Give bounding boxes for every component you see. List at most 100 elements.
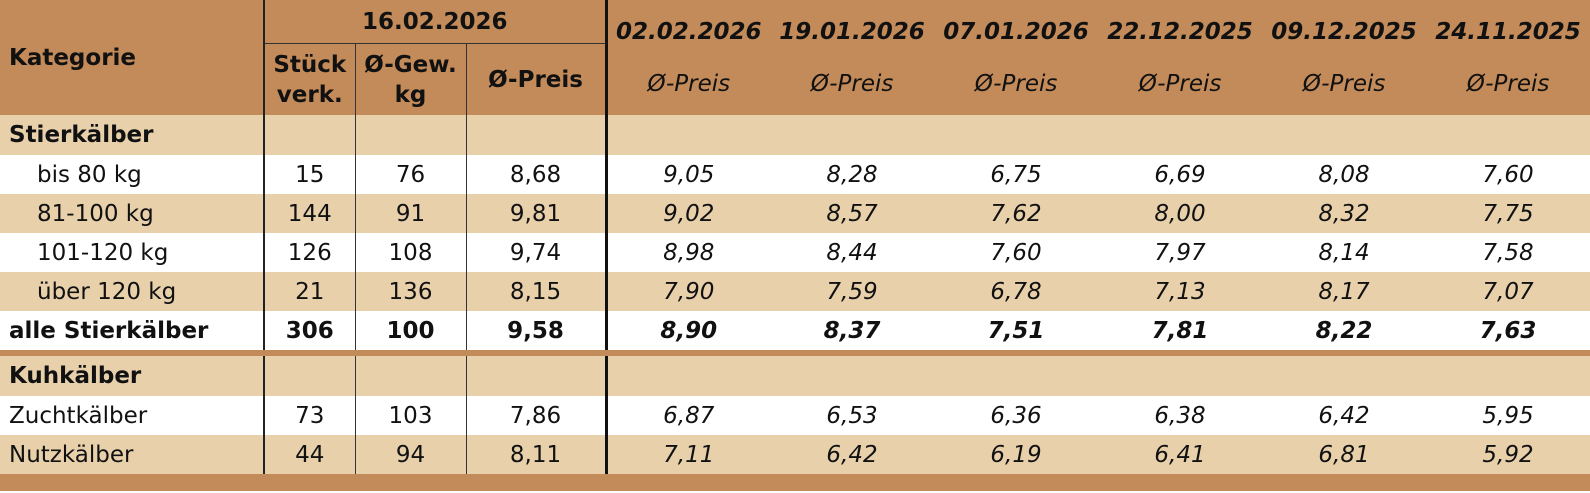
current-date: 16.02.2026 bbox=[264, 0, 608, 44]
empty-cell bbox=[1426, 353, 1590, 396]
empty-cell bbox=[606, 115, 771, 155]
cell-value: 8,08 bbox=[1262, 155, 1427, 194]
section-row: Stierkälber bbox=[0, 115, 1590, 155]
empty-cell bbox=[1098, 353, 1263, 396]
cell-value: 94 bbox=[355, 435, 467, 474]
cell-value: 9,58 bbox=[466, 311, 608, 356]
category-header: Kategorie bbox=[0, 0, 265, 115]
cell-value: 9,81 bbox=[466, 194, 608, 233]
cell-value: 7,62 bbox=[934, 194, 1099, 233]
cell-value: 6,87 bbox=[606, 396, 771, 435]
cell-value: 7,60 bbox=[934, 233, 1099, 272]
empty-cell bbox=[466, 353, 608, 396]
header-row: Stück verk. Ø-Gew. kg Ø-Preis bbox=[0, 43, 1590, 115]
cell-value: 6,38 bbox=[1098, 396, 1263, 435]
row-label: alle Stierkälber bbox=[0, 311, 265, 356]
past-label: Ø-Preis bbox=[810, 70, 894, 97]
cell-value: 7,59 bbox=[770, 272, 935, 311]
empty-cell bbox=[355, 115, 467, 155]
current-column-header: Ø-Preis bbox=[466, 43, 608, 115]
past-column-header: 09.12.2025 Ø-Preis bbox=[1262, 0, 1427, 115]
cell-value: 126 bbox=[264, 233, 356, 272]
empty-cell bbox=[934, 115, 1099, 155]
cell-value: 306 bbox=[264, 311, 356, 356]
data-row: alle Stierkälber 306 100 9,58 8,90 8,37 7,51 7,… bbox=[0, 311, 1590, 356]
cell-value: 6,42 bbox=[1262, 396, 1427, 435]
cell-value: 7,97 bbox=[1098, 233, 1263, 272]
past-label: Ø-Preis bbox=[974, 70, 1058, 97]
cell-value: 8,68 bbox=[466, 155, 608, 194]
empty-cell bbox=[1098, 115, 1263, 155]
empty-cell bbox=[606, 353, 771, 396]
data-row: bis 80 kg 15 76 8,68 9,05 8,28 6,75 6,69 8,08 7,6… bbox=[0, 155, 1590, 194]
footer-cell bbox=[0, 474, 1590, 491]
empty-cell bbox=[1262, 115, 1427, 155]
cell-value: 9,02 bbox=[606, 194, 771, 233]
past-column-header: 24.11.2025 Ø-Preis bbox=[1426, 0, 1590, 115]
cell-value: 100 bbox=[355, 311, 467, 356]
cell-value: 8,15 bbox=[466, 272, 608, 311]
past-date: 19.01.2026 bbox=[779, 18, 925, 45]
empty-cell bbox=[355, 353, 467, 396]
past-column-header: 22.12.2025 Ø-Preis bbox=[1098, 0, 1263, 115]
table-header: Kategorie 16.02.2026 02.02.2026 Ø-Preis 19.0… bbox=[0, 0, 1590, 115]
cell-value: 7,75 bbox=[1426, 194, 1590, 233]
cell-value: 5,92 bbox=[1426, 435, 1590, 474]
row-label: Zuchtkälber bbox=[0, 396, 265, 435]
cell-value: 7,07 bbox=[1426, 272, 1590, 311]
cell-value: 8,90 bbox=[606, 311, 771, 356]
cell-value: 76 bbox=[355, 155, 467, 194]
section-title: Stierkälber bbox=[0, 115, 265, 155]
cell-value: 9,05 bbox=[606, 155, 771, 194]
empty-cell bbox=[1426, 115, 1590, 155]
cell-value: 8,17 bbox=[1262, 272, 1427, 311]
cell-value: 7,63 bbox=[1426, 311, 1590, 356]
cell-value: 6,75 bbox=[934, 155, 1099, 194]
cell-value: 8,57 bbox=[770, 194, 935, 233]
cell-value: 6,36 bbox=[934, 396, 1099, 435]
past-date: 24.11.2025 bbox=[1435, 18, 1581, 45]
current-column-header: Stück verk. bbox=[264, 43, 356, 115]
past-column-header: 07.01.2026 Ø-Preis bbox=[934, 0, 1099, 115]
cell-value: 6,19 bbox=[934, 435, 1099, 474]
cell-value: 6,42 bbox=[770, 435, 935, 474]
cell-value: 103 bbox=[355, 396, 467, 435]
cell-value: 8,11 bbox=[466, 435, 608, 474]
cell-value: 144 bbox=[264, 194, 356, 233]
cell-value: 8,37 bbox=[770, 311, 935, 356]
cell-value: 6,41 bbox=[1098, 435, 1263, 474]
cell-value: 6,53 bbox=[770, 396, 935, 435]
empty-cell bbox=[264, 115, 356, 155]
cell-value: 7,81 bbox=[1098, 311, 1263, 356]
past-date: 22.12.2025 bbox=[1107, 18, 1253, 45]
data-row: Nutzkälber 44 94 8,11 7,11 6,42 6,19 6,41 6,81 5,… bbox=[0, 435, 1590, 474]
cell-value: 7,60 bbox=[1426, 155, 1590, 194]
past-label: Ø-Preis bbox=[1138, 70, 1222, 97]
cell-value: 91 bbox=[355, 194, 467, 233]
data-row: 101-120 kg 126 108 9,74 8,98 8,44 7,60 7,97 8,14… bbox=[0, 233, 1590, 272]
data-row: über 120 kg 21 136 8,15 7,90 7,59 6,78 7,13 8,17… bbox=[0, 272, 1590, 311]
empty-cell bbox=[934, 353, 1099, 396]
section-title: Kuhkälber bbox=[0, 353, 265, 396]
cell-value: 6,81 bbox=[1262, 435, 1427, 474]
cell-value: 73 bbox=[264, 396, 356, 435]
data-row: Zuchtkälber 73 103 7,86 6,87 6,53 6,36 6,38 6,42… bbox=[0, 396, 1590, 435]
past-column-header: 19.01.2026 Ø-Preis bbox=[770, 0, 935, 115]
table-body: Stierkälber bis 80 kg 15 76 8,68 9,05 8,28 6,75… bbox=[0, 115, 1590, 491]
footer-band bbox=[0, 474, 1590, 491]
empty-cell bbox=[1262, 353, 1427, 396]
cell-value: 8,98 bbox=[606, 233, 771, 272]
cell-value: 21 bbox=[264, 272, 356, 311]
cell-value: 7,86 bbox=[466, 396, 608, 435]
cell-value: 7,11 bbox=[606, 435, 771, 474]
cell-value: 8,00 bbox=[1098, 194, 1263, 233]
past-label: Ø-Preis bbox=[1302, 70, 1386, 97]
row-label: 81-100 kg bbox=[0, 194, 265, 233]
past-label: Ø-Preis bbox=[1466, 70, 1550, 97]
cell-value: 9,74 bbox=[466, 233, 608, 272]
cell-value: 7,58 bbox=[1426, 233, 1590, 272]
past-date: 02.02.2026 bbox=[616, 18, 762, 45]
cell-value: 7,90 bbox=[606, 272, 771, 311]
